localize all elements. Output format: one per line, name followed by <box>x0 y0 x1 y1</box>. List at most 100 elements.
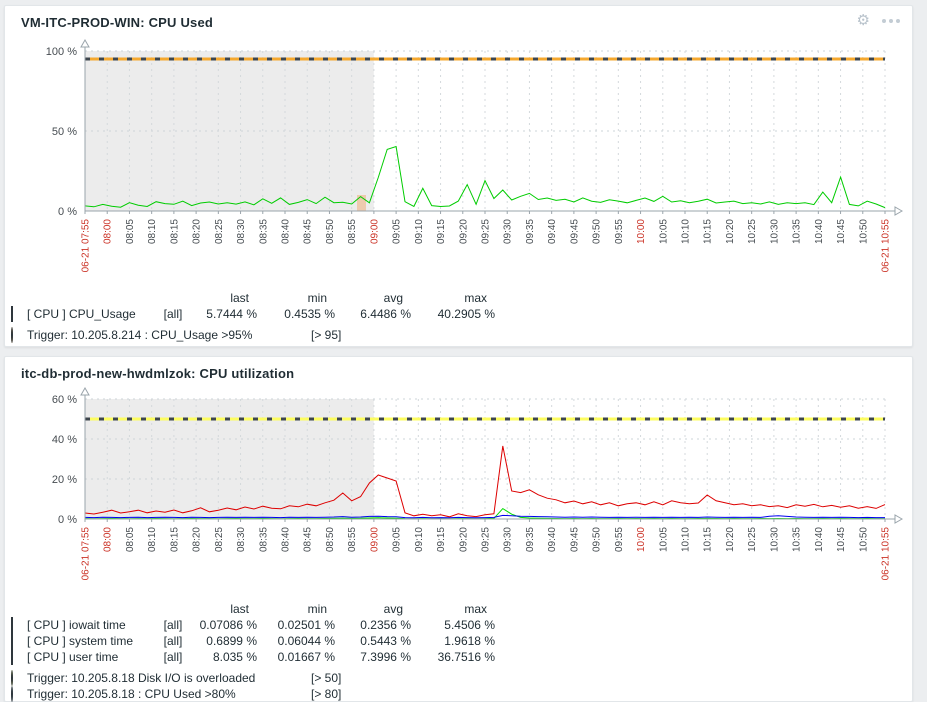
x-tick-label: 08:50 <box>325 527 336 552</box>
chart-svg: 0 % 50 % 100 % 06-21 07:55 08:00 08:05 08:10 08… <box>46 38 904 273</box>
x-tick-label: 08:30 <box>236 219 247 244</box>
series-max-value: 1.9618 % <box>444 634 495 648</box>
x-tick-label: 09:45 <box>569 219 580 244</box>
cpu-utilization-chart[interactable]: 0 % 20 % 40 % 60 % 06-21 07:55 08:00 08:05 08:1… <box>5 387 912 599</box>
x-tick-label: 08:25 <box>214 527 225 552</box>
graph-panel-cpu-used: VM-ITC-PROD-WIN: CPU Used ⚙ 0 % 50 % 100 %… <box>4 5 913 347</box>
x-tick-label: 08:15 <box>169 527 180 552</box>
series-last-value: 8.035 % <box>212 650 257 664</box>
trigger-threshold: [> 80] <box>311 687 342 701</box>
x-tick-label: 10:30 <box>769 219 780 244</box>
x-tick-label: 10:20 <box>725 219 736 244</box>
x-tick-label: 10:15 <box>703 219 714 244</box>
trigger-row: Trigger: 10.205.8.18 Disk I/O is overloa… <box>11 670 912 686</box>
trigger-name: Trigger: 10.205.8.18 Disk I/O is overloa… <box>27 671 256 685</box>
x-tick-label: 08:55 <box>347 219 358 244</box>
y-axis-arrow-icon <box>80 38 90 48</box>
series-name: [ CPU ] iowait time <box>27 618 126 632</box>
x-tick-label: 09:00 <box>369 527 380 552</box>
x-tick-label: 10:45 <box>836 219 847 244</box>
series-color-swatch <box>11 306 13 322</box>
x-tick-label: 09:55 <box>614 527 625 552</box>
x-tick-label: 09:45 <box>569 527 580 552</box>
x-tick-label: 06-21 07:55 <box>81 527 92 581</box>
series-color-swatch <box>11 649 13 665</box>
graph-panel-cpu-utilization: itc-db-prod-new-hwdmlzok: CPU utilizatio… <box>4 356 913 702</box>
y-tick-label: 100 % <box>46 46 77 58</box>
x-tick-label: 08:10 <box>147 527 158 552</box>
x-tick-label: 09:05 <box>392 219 403 244</box>
trigger-row: Trigger: 10.205.8.18 : CPU Used >80% [> 8… <box>11 686 912 702</box>
x-tick-label: 10:35 <box>792 219 803 244</box>
x-tick-label: 08:55 <box>347 527 358 552</box>
gear-icon[interactable]: ⚙ <box>856 12 870 29</box>
x-tick-label: 10:45 <box>836 527 847 552</box>
legend-col-header: avg <box>383 291 403 305</box>
x-tick-label: 09:05 <box>392 527 403 552</box>
series-min-value: 0.01667 % <box>277 650 335 664</box>
x-tick-label: 09:20 <box>458 527 469 552</box>
x-axis-arrow-icon <box>894 514 904 524</box>
series-avg-value: 7.3996 % <box>360 650 411 664</box>
legend-col-header: max <box>464 602 487 616</box>
x-tick-label: 09:00 <box>369 219 380 244</box>
x-tick-label: 08:20 <box>192 219 203 244</box>
trigger-name: Trigger: 10.205.8.214 : CPU_Usage >95% <box>27 328 253 342</box>
x-tick-label: 08:15 <box>169 219 180 244</box>
y-tick-label: 0 % <box>58 514 77 526</box>
series-max-value: 5.4506 % <box>444 618 495 632</box>
legend-row: [ CPU ] system time [all] 0.6899 % 0.06044 … <box>11 633 912 649</box>
x-tick-label: 08:00 <box>103 527 114 552</box>
legend-col-header: min <box>307 291 327 305</box>
trigger-color-icon <box>11 327 13 343</box>
trigger-event-marker <box>357 195 366 211</box>
series-max-value: 36.7516 % <box>437 650 495 664</box>
cpu-used-legend: last min avg max [ CPU ] CPU_Usage [all] 5.744… <box>11 290 912 343</box>
trigger-threshold: [> 50] <box>311 671 342 685</box>
cpu-used-chart[interactable]: 0 % 50 % 100 % 06-21 07:55 08:00 08:05 08:10 08… <box>5 36 912 288</box>
panel-title: itc-db-prod-new-hwdmlzok: CPU utilizatio… <box>21 366 295 381</box>
series-name: [ CPU ] system time <box>27 634 134 648</box>
x-tick-label: 10:10 <box>681 219 692 244</box>
x-tick-label: 10:30 <box>769 527 780 552</box>
series-color-swatch <box>11 633 13 649</box>
x-tick-label: 10:40 <box>814 219 825 244</box>
panel-header: VM-ITC-PROD-WIN: CPU Used ⚙ <box>5 6 912 36</box>
legend-row: [ CPU ] iowait time [all] 0.07086 % 0.02501… <box>11 617 912 633</box>
x-tick-label: 09:35 <box>525 527 536 552</box>
x-tick-label: 06-21 07:55 <box>81 219 92 273</box>
x-tick-label: 10:25 <box>747 527 758 552</box>
series-last-value: 0.6899 % <box>206 634 257 648</box>
series-max-value: 40.2905 % <box>437 307 495 321</box>
x-tick-label: 08:05 <box>125 219 136 244</box>
trigger-name: Trigger: 10.205.8.18 : CPU Used >80% <box>27 687 236 701</box>
trigger-color-icon <box>11 670 13 686</box>
x-tick-label: 10:20 <box>725 527 736 552</box>
legend-row: [ CPU ] CPU_Usage [all] 5.7444 % 0.4535 % 6.… <box>11 306 912 322</box>
legend-header-row: last min avg max <box>11 290 912 306</box>
legend-col-header: min <box>307 602 327 616</box>
x-tick-label: 06-21 10:55 <box>881 527 892 581</box>
legend-row: [ CPU ] user time [all] 8.035 % 0.01667 % 7.… <box>11 649 912 665</box>
x-tick-label: 08:35 <box>258 219 269 244</box>
series-scope: [all] <box>163 618 183 632</box>
series-line <box>84 445 886 518</box>
trigger-threshold: [> 95] <box>311 328 342 342</box>
legend-col-header: max <box>464 291 487 305</box>
ellipsis-menu-icon[interactable] <box>882 15 900 27</box>
panel-actions: ⚙ <box>857 13 900 28</box>
y-tick-label: 50 % <box>52 126 77 138</box>
series-line <box>84 514 885 519</box>
x-tick-label: 09:55 <box>614 219 625 244</box>
y-tick-label: 20 % <box>52 474 77 486</box>
series-min-value: 0.4535 % <box>284 307 335 321</box>
x-tick-label: 09:10 <box>414 219 425 244</box>
series-avg-value: 6.4486 % <box>360 307 411 321</box>
x-tick-label: 08:35 <box>258 527 269 552</box>
x-tick-label: 09:15 <box>436 527 447 552</box>
x-tick-label: 08:25 <box>214 219 225 244</box>
y-axis-arrow-icon <box>80 387 90 396</box>
panel-title: VM-ITC-PROD-WIN: CPU Used <box>21 15 214 30</box>
series-scope: [all] <box>163 650 183 664</box>
series-name: [ CPU ] CPU_Usage <box>27 307 136 321</box>
